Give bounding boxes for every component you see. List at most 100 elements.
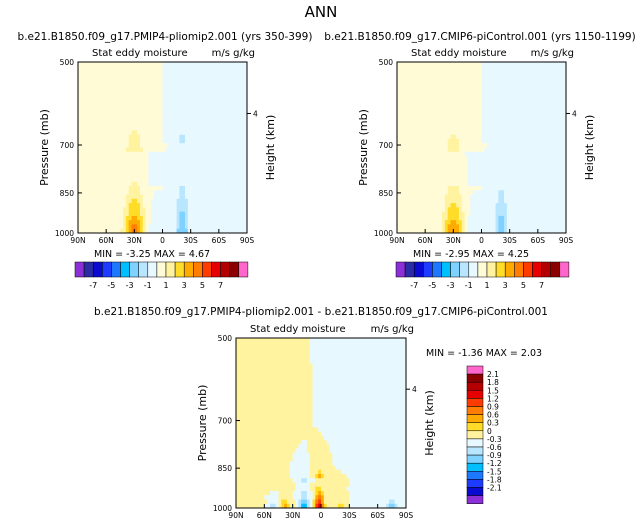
heatmap-cell: [190, 104, 194, 110]
heatmap-cell: [413, 224, 418, 230]
heatmap-cell: [453, 224, 457, 230]
heatmap-cell: [213, 147, 217, 153]
heatmap-cell: [241, 427, 245, 432]
heatmap-cell: [238, 486, 243, 492]
heatmap-cell: [196, 79, 200, 84]
heatmap-cell: [235, 156, 240, 161]
heatmap-cell: [232, 160, 237, 166]
heatmap-cell: [162, 207, 166, 213]
heatmap-cell: [241, 96, 245, 101]
heatmap-cell: [207, 83, 211, 89]
heatmap-cell: [83, 190, 87, 196]
heatmap-cell: [557, 164, 561, 170]
heatmap-cell: [422, 100, 426, 106]
y-tick-label: 1000: [55, 229, 74, 238]
heatmap-cell: [241, 91, 245, 97]
heatmap-cell: [97, 198, 102, 204]
heatmap-cell: [142, 151, 147, 157]
heatmap-cell: [227, 203, 231, 208]
heatmap-cell: [427, 220, 432, 225]
heatmap-cell: [97, 66, 102, 72]
heatmap-cell: [128, 194, 133, 200]
heatmap-cell: [416, 215, 421, 221]
heatmap-cell: [456, 126, 460, 131]
heatmap-cell: [218, 173, 223, 178]
heatmap-cell: [210, 211, 214, 217]
heatmap-cell: [487, 168, 491, 174]
heatmap-cell: [78, 228, 82, 234]
heatmap-cell: [436, 87, 440, 93]
heatmap-cell: [560, 164, 564, 170]
heatmap-cell: [235, 160, 240, 166]
heatmap-cell: [560, 96, 564, 101]
heatmap-cell: [97, 207, 102, 213]
heatmap-cell: [241, 168, 245, 174]
heatmap-cell: [487, 215, 491, 221]
heatmap-cell: [461, 62, 466, 67]
heatmap-cell: [182, 109, 186, 114]
heatmap-cell: [204, 164, 209, 170]
heatmap-cell: [173, 228, 178, 234]
heatmap-cell: [560, 138, 564, 144]
heatmap-cell: [416, 79, 421, 84]
heatmap-cell: [529, 173, 533, 178]
heatmap-cell: [461, 211, 466, 217]
heatmap-cell: [134, 126, 138, 131]
heatmap-cell: [464, 138, 468, 144]
heatmap-cell: [94, 194, 99, 200]
heatmap-cell: [422, 91, 426, 97]
heatmap-cell: [450, 126, 454, 131]
heatmap-cell: [464, 70, 468, 76]
heatmap-cell: [111, 130, 116, 136]
heatmap-cell: [142, 211, 147, 217]
heatmap-cell: [473, 228, 477, 234]
heatmap-cell: [218, 74, 223, 80]
heatmap-cell: [162, 113, 166, 119]
heatmap-cell: [151, 138, 155, 144]
heatmap-cell: [450, 177, 454, 183]
heatmap-cell: [128, 113, 133, 119]
heatmap-cell: [422, 228, 426, 234]
heatmap-cell: [151, 143, 155, 148]
heatmap-cell: [453, 143, 457, 148]
heatmap-cell: [224, 83, 228, 89]
heatmap-cell: [241, 134, 245, 140]
heatmap-cell: [106, 126, 110, 131]
heatmap-cell: [134, 211, 138, 217]
heatmap-cell: [458, 207, 463, 213]
heatmap-cell: [484, 70, 488, 76]
heatmap-cell: [154, 207, 158, 213]
heatmap-cell: [467, 151, 471, 157]
heatmap-cell: [86, 91, 90, 97]
heatmap-cell: [106, 130, 110, 136]
heatmap-cell: [170, 109, 175, 114]
heatmap-cell: [236, 363, 240, 369]
heatmap-cell: [125, 198, 130, 204]
heatmap-cell: [162, 177, 166, 183]
heatmap-cell: [442, 62, 446, 67]
heatmap-cell: [450, 74, 454, 80]
heatmap-cell: [86, 156, 90, 161]
heatmap-cell: [425, 143, 429, 148]
heatmap-cell: [170, 117, 175, 123]
heatmap-cell: [498, 113, 502, 119]
heatmap-cell: [165, 70, 169, 76]
heatmap-cell: [529, 74, 533, 80]
heatmap-cell: [224, 74, 228, 80]
heatmap-cell: [165, 87, 169, 93]
heatmap-cell: [554, 126, 559, 131]
heatmap-cell: [422, 138, 426, 144]
heatmap-cell: [123, 160, 127, 166]
heatmap-cell: [196, 181, 200, 187]
heatmap-cell: [114, 121, 118, 127]
heatmap-cell: [230, 203, 234, 208]
heatmap-cell: [416, 100, 421, 106]
heatmap-cell: [433, 203, 437, 208]
heatmap-cell: [543, 198, 547, 204]
heatmap-cell: [154, 185, 158, 191]
heatmap-cell: [145, 143, 149, 148]
right-tick-label: 4: [572, 109, 577, 118]
heatmap-cell: [501, 228, 505, 234]
heatmap-cell: [532, 70, 536, 76]
heatmap-cell: [179, 62, 183, 67]
